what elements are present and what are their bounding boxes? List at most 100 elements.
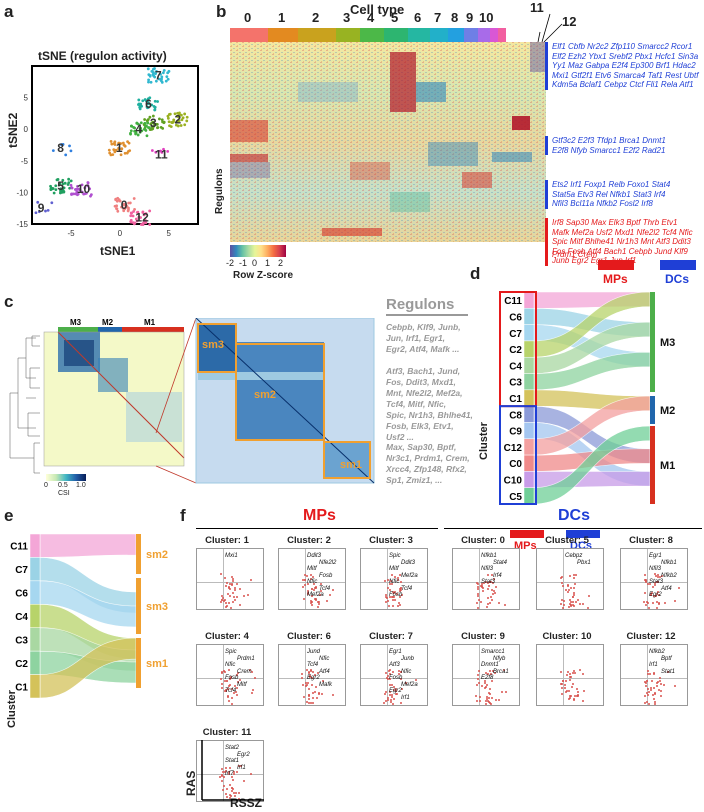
rss-plot-title: Cluster: 1 — [205, 535, 249, 546]
rss-plot: Nfkb2 Bptf Irf1 Stat1 — [620, 644, 688, 706]
rss-point — [489, 688, 492, 691]
tsne-point — [127, 141, 131, 145]
rss-point — [239, 587, 242, 590]
rss-point — [573, 672, 576, 675]
rss-point — [303, 695, 306, 698]
rss-point — [233, 791, 236, 794]
rss-point — [221, 771, 224, 774]
cluster-number-9: 9 — [466, 10, 474, 25]
rss-point — [233, 771, 236, 774]
rss-point — [658, 602, 661, 605]
rss-threshold-h — [453, 678, 519, 679]
tsne-point — [153, 99, 157, 103]
rss-point — [494, 586, 497, 589]
rss-point — [477, 681, 480, 684]
rss-gene-label: Egr1 — [649, 553, 662, 559]
rss-point — [233, 772, 236, 775]
tsne-point — [61, 142, 65, 146]
tsne-point — [61, 178, 65, 182]
heat-block — [322, 228, 382, 236]
rss-gene-label: Prdm1 — [237, 655, 255, 662]
rss-gene-label: Fosb — [319, 572, 333, 579]
alluvial-left-label: C1 — [509, 394, 522, 405]
tsne-point — [147, 80, 150, 84]
tsne-point — [160, 118, 164, 122]
rss-point — [573, 698, 576, 701]
rss-threshold-h — [279, 582, 345, 583]
rss-point — [228, 771, 231, 774]
rss-point — [220, 686, 223, 689]
rss-point — [643, 601, 646, 604]
rss-point — [476, 601, 479, 604]
tsne-point — [55, 178, 59, 182]
rss-point — [392, 604, 395, 607]
rss-point — [228, 784, 231, 787]
rss-point — [312, 583, 315, 586]
rss-point — [228, 699, 231, 702]
rss-point — [254, 677, 257, 680]
rss-point — [314, 691, 317, 694]
rss-gene-label: Egr2 — [389, 688, 402, 694]
tsne-point — [153, 67, 156, 70]
rss-point — [236, 770, 239, 773]
rss-point — [475, 581, 478, 584]
rss-point — [645, 684, 648, 687]
rss-plot-title: Cluster: 12 — [626, 631, 676, 642]
rss-point — [652, 698, 655, 701]
tsne-point — [116, 209, 120, 213]
tsne-point — [154, 122, 158, 126]
tsne-point — [125, 205, 129, 208]
rss-point — [575, 600, 578, 603]
rss-point — [226, 581, 229, 584]
submodule-label-sm1: sm1 — [340, 459, 362, 471]
rss-point — [223, 785, 226, 788]
rss-point — [491, 697, 494, 700]
rss-gene-label: Nfkb2 — [649, 649, 665, 655]
tsne-point — [120, 147, 124, 150]
tsne-point — [148, 223, 152, 226]
rss-gene-label: Atf4 — [661, 585, 672, 592]
tsne-point — [161, 71, 165, 75]
regulon-name-line: Usf2 ... — [386, 432, 414, 442]
rss-point — [564, 680, 567, 683]
tsne-cluster-8: 8 — [51, 141, 73, 157]
rss-point — [484, 702, 487, 705]
rss-point — [387, 600, 389, 603]
rss-gene-label: Smarcc1 — [481, 649, 505, 655]
rss-gene-label: Stat1 — [225, 758, 240, 764]
rss-point — [310, 600, 313, 603]
rss-point — [309, 670, 312, 673]
tsne-point — [117, 198, 121, 202]
rss-point — [575, 573, 578, 576]
rss-point — [223, 776, 226, 779]
tsne-point — [114, 148, 118, 152]
rss-point — [486, 673, 489, 675]
alluvial-left-label: C6 — [15, 589, 28, 600]
tsne-point — [49, 188, 53, 192]
rss-threshold-h — [537, 582, 603, 583]
rss-point — [477, 592, 480, 595]
rss-point — [311, 601, 314, 604]
zscore-tick: -2 — [226, 258, 235, 268]
rss-point — [314, 597, 317, 600]
rss-point — [311, 595, 314, 598]
tsne-cluster-label: 3 — [150, 116, 157, 130]
rss-point — [301, 585, 304, 588]
gene-group-bar — [545, 42, 548, 90]
rss-point — [568, 603, 571, 606]
rss-point — [646, 602, 649, 605]
rss-point — [483, 581, 486, 584]
tsne-point — [137, 98, 141, 102]
tsne-point — [146, 118, 150, 121]
rss-point — [656, 574, 659, 577]
rss-point — [391, 574, 394, 577]
regulon-name-line: Mnt, Nfe2l2, Mef2a, — [386, 388, 463, 398]
rss-point — [328, 593, 331, 596]
rss-point — [314, 587, 317, 590]
tsne-point — [109, 139, 113, 143]
tsne-point — [69, 183, 73, 187]
rss-point — [478, 598, 481, 601]
rss-point — [577, 694, 580, 697]
rss-gene-label: Stat3 — [481, 579, 496, 585]
tsne-cluster-label: 10 — [77, 182, 91, 196]
